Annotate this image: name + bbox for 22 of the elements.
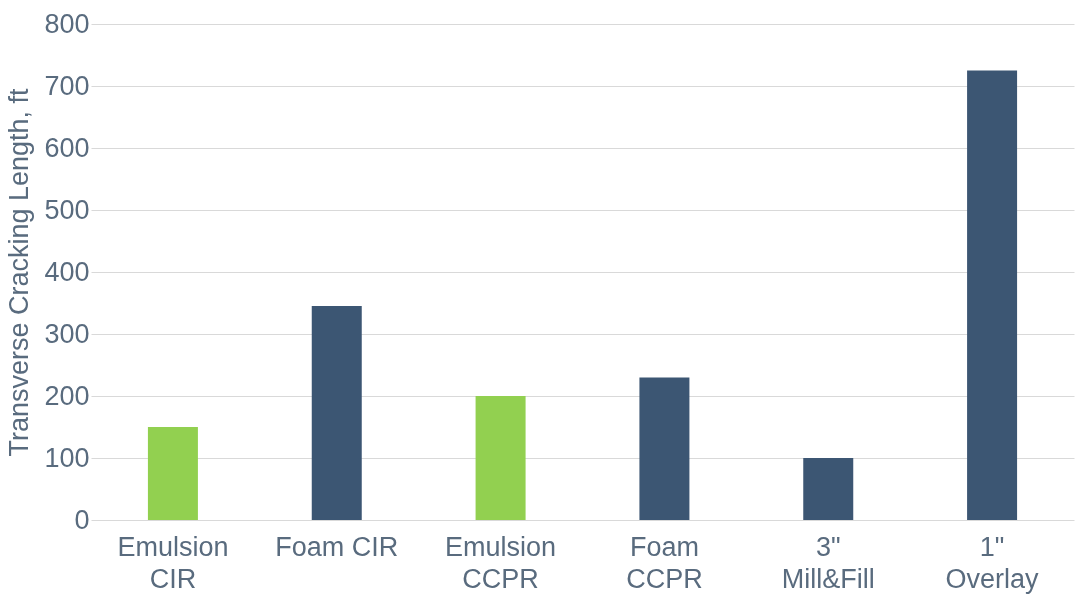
y-tick-label: 0 <box>74 504 90 535</box>
y-tick-label: 800 <box>44 8 90 39</box>
y-axis-title: Transverse Cracking Length, ft <box>4 87 35 457</box>
y-tick-label: 500 <box>44 194 90 225</box>
x-tick-label: 3" Mill&Fill <box>781 531 875 594</box>
bar <box>475 396 526 520</box>
x-tick-label: Emulsion CIR <box>117 531 229 594</box>
y-tick-label: 400 <box>44 256 90 287</box>
y-tick-label: 600 <box>44 132 90 163</box>
y-tick-label: 700 <box>44 70 90 101</box>
x-tick-label: Emulsion CCPR <box>445 531 557 594</box>
x-tick-label: Foam CCPR <box>626 531 703 594</box>
y-tick-label: 300 <box>44 318 90 349</box>
bar <box>967 70 1018 520</box>
y-tick-label: 100 <box>44 442 90 473</box>
bar <box>803 458 854 520</box>
x-tick-label: Foam CIR <box>275 531 399 562</box>
x-tick-label: 1" Overlay <box>945 531 1040 594</box>
y-tick-label: 200 <box>44 380 90 411</box>
bar <box>639 377 690 520</box>
bar <box>147 427 198 520</box>
bar <box>311 306 362 520</box>
